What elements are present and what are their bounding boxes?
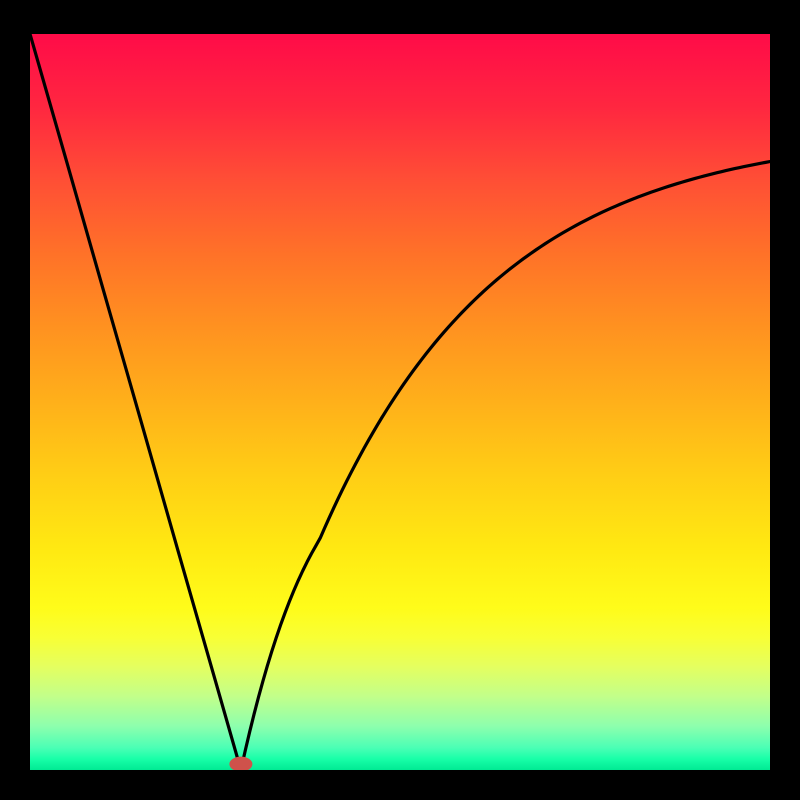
minimum-marker xyxy=(230,757,252,770)
chart-frame: TheBottleneck.com xyxy=(0,0,800,800)
bottleneck-curve-path xyxy=(30,34,770,770)
chart-svg xyxy=(30,34,770,770)
plot-area xyxy=(30,34,770,770)
